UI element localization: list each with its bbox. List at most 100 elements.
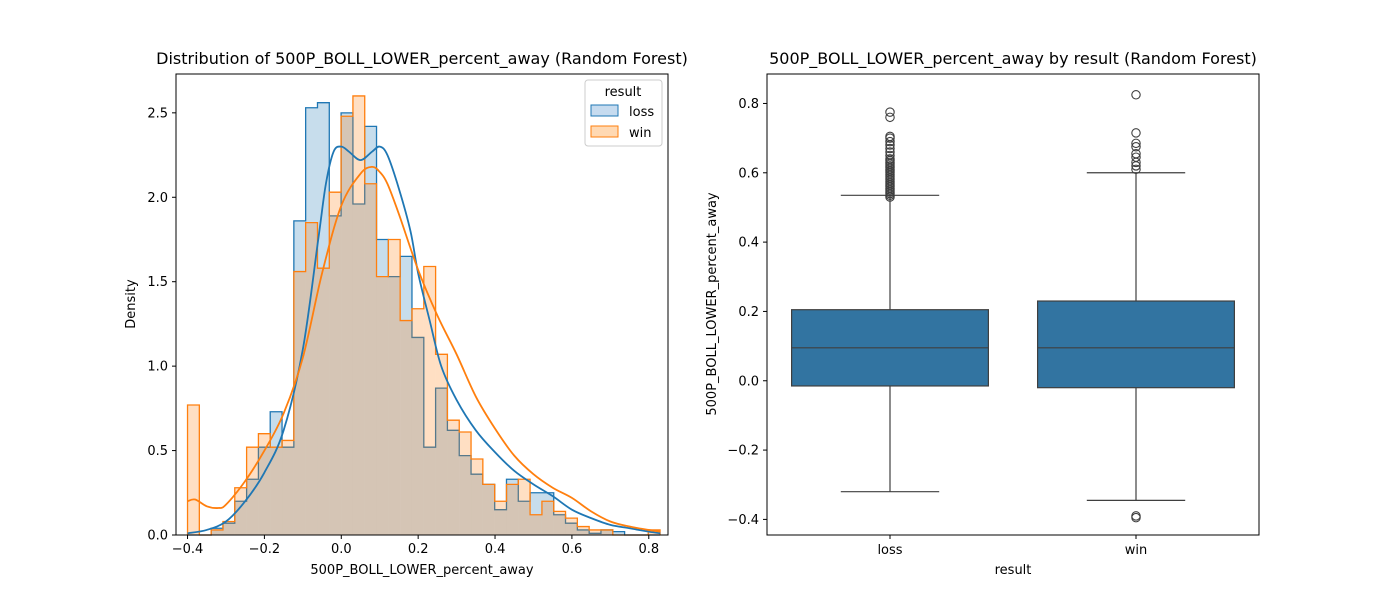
hist-bar-win: [482, 484, 495, 535]
hist-bar-loss: [246, 479, 259, 535]
hist-bar-win: [459, 431, 472, 535]
y-tick-label: 0.6: [738, 166, 759, 181]
outlier-point: [885, 150, 895, 161]
hist-bar-loss: [589, 533, 601, 535]
hist-bar-loss: [341, 112, 353, 535]
hist-bar-win: [565, 518, 578, 535]
hist-bar-win: [234, 487, 247, 535]
x-tick-label: −0.4: [172, 542, 204, 557]
hist-title: Distribution of 500P_BOLL_LOWER_percent_…: [156, 49, 688, 69]
box-win: [1036, 90, 1235, 523]
series-win: [186, 95, 661, 536]
kde-line-win: [187, 165, 661, 533]
hist-bar-loss: [553, 514, 566, 535]
outlier-point: [885, 147, 895, 157]
hist-bar-loss: [435, 388, 448, 535]
outlier-point: [1131, 164, 1141, 175]
hist-bar-win: [589, 529, 601, 535]
box-x-label: result: [995, 563, 1032, 578]
x-tick-label: 0.4: [485, 542, 506, 557]
hist-bar-loss: [506, 479, 519, 535]
hist-bar-win: [423, 266, 436, 535]
hist-bar-loss: [376, 239, 389, 535]
hist-step-win: [186, 95, 661, 536]
hist-bar-loss: [400, 256, 412, 535]
legend-label-win: win: [629, 126, 651, 141]
hist-frame: [175, 73, 669, 536]
outlier-point: [1131, 142, 1141, 152]
box-y-label: 500P_BOLL_LOWER_percent_away: [705, 192, 720, 416]
y-tick-label: 0.5: [147, 444, 168, 459]
legend-swatch-loss: [590, 104, 619, 117]
hist-y-axis: 0.0 0.5 1.0 1.5 2.0 2.5: [147, 106, 176, 544]
x-tick-label: 0.6: [562, 542, 583, 557]
y-tick-label: 0.0: [738, 374, 759, 389]
legend-label-loss: loss: [629, 105, 654, 120]
outlier-point: [1131, 138, 1141, 149]
hist-y-label: Density: [124, 279, 139, 329]
box-x-axis: loss win: [877, 535, 1147, 558]
hist-bar-win: [258, 433, 271, 535]
outlier-point: [1131, 511, 1141, 521]
outlier-point: [885, 131, 895, 142]
box-frame: [766, 73, 1260, 536]
hist-bar-loss: [258, 447, 271, 535]
hist-bar-win: [329, 192, 342, 535]
hist-bar-win: [530, 514, 542, 535]
hist-step-loss: [187, 102, 661, 536]
hist-bar-win: [435, 354, 448, 535]
outlier-point: [1131, 90, 1141, 100]
hist-bar-loss: [471, 474, 483, 535]
legend-title: result: [605, 85, 642, 100]
kde-line-loss: [187, 145, 661, 535]
hist-x-label: 500P_BOLL_LOWER_percent_away: [310, 563, 534, 578]
outlier-point: [885, 136, 895, 147]
hist-bar-win: [411, 308, 424, 535]
outlier-point: [885, 143, 895, 154]
hist-bar-loss: [211, 528, 223, 535]
hist-panel: Distribution of 500P_BOLL_LOWER_percent_…: [124, 49, 688, 578]
hist-bar-loss: [352, 204, 365, 535]
outlier-point: [1131, 128, 1141, 138]
hist-bar-loss: [518, 501, 531, 535]
y-tick-label: 0.8: [738, 97, 759, 112]
outlier-point: [885, 154, 895, 164]
outlier-point: [1131, 152, 1141, 162]
box-plot-area: [790, 90, 1235, 523]
legend-swatch-win: [590, 125, 619, 138]
y-tick-label: 0.4: [738, 236, 759, 251]
hist-bar-win: [376, 276, 389, 535]
hist-bar-win: [600, 529, 613, 535]
hist-bar-win: [518, 479, 531, 535]
x-tick-label: −0.2: [249, 542, 281, 557]
hist-bar-win: [282, 440, 294, 535]
box-panel: 500P_BOLL_LOWER_percent_away by result (…: [705, 49, 1260, 578]
hist-bar-loss: [459, 455, 472, 535]
hist-bar-win: [341, 116, 353, 535]
hist-bar-win: [364, 183, 377, 535]
hist-bar-loss: [530, 492, 542, 535]
hist-bar-win: [553, 511, 566, 535]
hist-bar-win: [305, 222, 318, 535]
box-loss: [790, 107, 989, 493]
y-tick-label: 0.2: [738, 305, 759, 320]
hist-bar-loss: [612, 531, 625, 535]
y-tick-label: 0.0: [147, 529, 168, 544]
y-tick-label: 2.5: [147, 106, 168, 121]
hist-bar-loss: [364, 126, 377, 535]
hist-bar-win: [447, 420, 460, 535]
hist-bar-loss: [234, 501, 247, 535]
hist-legend: result loss win: [584, 79, 663, 147]
hist-bar-win: [577, 526, 590, 535]
hist-bar-loss: [293, 220, 306, 535]
hist-bar-win: [471, 459, 483, 535]
hist-bar-win: [506, 484, 519, 535]
hist-bar-win: [352, 95, 365, 535]
hist-bar-loss: [541, 492, 554, 535]
x-tick-label: win: [1125, 543, 1147, 558]
x-tick-label: 0.8: [638, 542, 659, 557]
y-tick-label: −0.2: [727, 444, 759, 459]
hist-bar-win: [494, 501, 507, 535]
x-tick-label: 0.0: [331, 542, 352, 557]
